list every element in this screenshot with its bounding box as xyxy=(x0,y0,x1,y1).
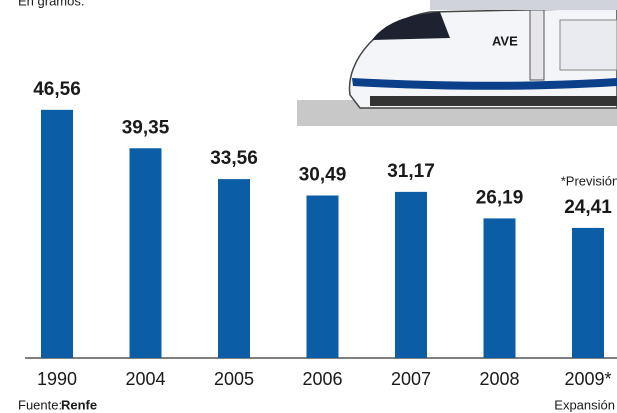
value-label: 26,19 xyxy=(476,187,524,208)
x-tick-label: 2004 xyxy=(125,369,165,389)
bar xyxy=(41,110,73,358)
x-tick-label: 2007 xyxy=(391,369,431,389)
bar xyxy=(395,192,427,358)
source-label: Fuente: xyxy=(18,397,62,412)
x-tick-label: 2005 xyxy=(214,369,254,389)
x-tick-label: 2008 xyxy=(479,369,519,389)
x-tick-label: 2009* xyxy=(564,369,611,389)
bar xyxy=(130,148,162,358)
source: Renfe xyxy=(61,397,97,412)
value-label: 24,41 xyxy=(564,197,612,218)
subtitle: En gramos. xyxy=(18,0,84,8)
chart: En gramos. AVE *Previsión Fuente: Renfe … xyxy=(0,0,617,413)
bar xyxy=(572,228,604,358)
x-tick-label: 1990 xyxy=(37,369,77,389)
x-tick-label: 2006 xyxy=(302,369,342,389)
train-illustration: AVE xyxy=(297,0,617,126)
value-label: 30,49 xyxy=(299,165,347,186)
value-label: 39,35 xyxy=(122,117,170,138)
page: En gramos. AVE *Previsión Fuente: Renfe … xyxy=(0,0,617,413)
credit: Expansión xyxy=(554,397,615,412)
bar xyxy=(307,195,339,358)
value-label: 33,56 xyxy=(210,148,258,169)
value-label: 31,17 xyxy=(387,161,435,182)
note: *Previsión xyxy=(561,173,617,188)
value-label: 46,56 xyxy=(33,79,81,100)
bar xyxy=(484,218,516,358)
logo: AVE xyxy=(492,33,518,48)
bar xyxy=(218,179,250,358)
